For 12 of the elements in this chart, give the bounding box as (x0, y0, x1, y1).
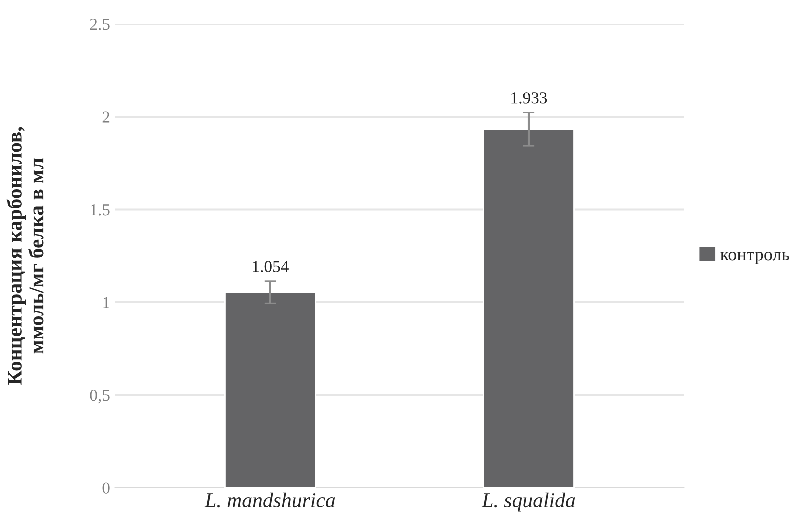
y-tick-label: 1 (104, 297, 110, 308)
x-tick-label: L. squalida (482, 492, 576, 512)
legend-label: контроль (720, 252, 790, 264)
y-tick-label: 2.5 (90, 18, 110, 30)
x-tick-label: L. mandshurica (204, 492, 336, 508)
data-label: 1.054 (253, 261, 289, 272)
y-axis-title: Концентрация карбонилов, ммоль/мг белка в мл (6, 127, 44, 386)
data-label: 1.933 (512, 92, 548, 104)
y-tick-label: 1.5 (91, 204, 110, 216)
y-tick-label: 0 (102, 482, 110, 494)
y-tick-label: 0,5 (90, 390, 110, 404)
y-tick-label: 2 (102, 112, 110, 123)
